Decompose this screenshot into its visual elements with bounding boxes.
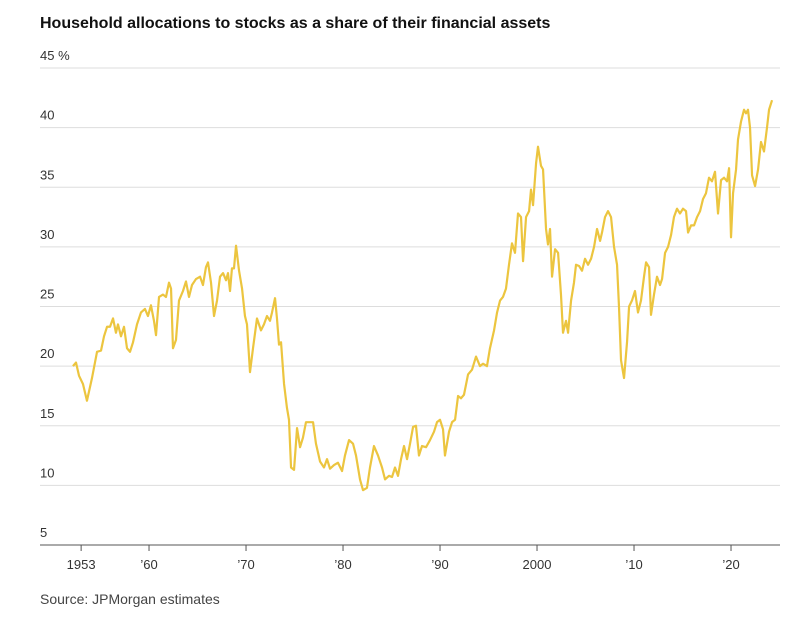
y-tick-label: 25: [40, 287, 54, 302]
x-tick-label: 2000: [523, 557, 552, 572]
y-tick-label: 5: [40, 525, 47, 540]
chart-title: Household allocations to stocks as a sha…: [40, 15, 550, 32]
x-tick-label: 1953: [67, 557, 96, 572]
x-tick-label: ’10: [625, 557, 642, 572]
x-tick-label: ’80: [334, 557, 351, 572]
y-tick-label: 45 %: [40, 48, 70, 63]
source-note: Source: JPMorgan estimates: [40, 591, 220, 607]
y-tick-label: 30: [40, 227, 54, 242]
data-line: [72, 99, 774, 492]
y-tick-label: 15: [40, 406, 54, 421]
x-tick-label: ’60: [140, 557, 157, 572]
y-tick-label: 10: [40, 465, 54, 480]
y-tick-label: 40: [40, 108, 54, 123]
x-tick-label: ’20: [722, 557, 739, 572]
x-tick-label: ’90: [431, 557, 448, 572]
y-tick-label: 20: [40, 346, 54, 361]
y-tick-label: 35: [40, 167, 54, 182]
x-tick-label: ’70: [237, 557, 254, 572]
